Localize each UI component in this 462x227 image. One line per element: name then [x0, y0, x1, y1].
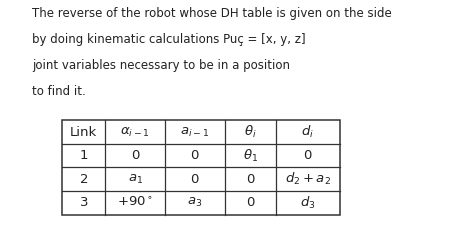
Text: 0: 0	[246, 173, 255, 186]
Text: $+90^\circ$: $+90^\circ$	[117, 196, 153, 209]
Text: joint variables necessary to be in a position: joint variables necessary to be in a pos…	[32, 59, 290, 72]
Text: $d_i$: $d_i$	[301, 124, 314, 140]
Text: to find it.: to find it.	[32, 85, 86, 98]
Text: $a_{i-1}$: $a_{i-1}$	[180, 126, 209, 139]
Text: $a_3$: $a_3$	[187, 196, 202, 209]
Text: 0: 0	[246, 196, 255, 209]
Text: $\theta_i$: $\theta_i$	[244, 124, 256, 140]
Text: 0: 0	[131, 149, 140, 162]
Text: $\alpha_{i-1}$: $\alpha_{i-1}$	[120, 126, 150, 139]
Text: 1: 1	[79, 149, 88, 162]
Text: 0: 0	[190, 149, 199, 162]
Text: Link: Link	[70, 126, 97, 139]
Text: $\theta_1$: $\theta_1$	[243, 148, 258, 164]
Bar	[62, 120, 340, 215]
Text: The reverse of the robot whose DH table is given on the side: The reverse of the robot whose DH table …	[32, 7, 392, 20]
Text: 0: 0	[190, 173, 199, 186]
Text: 3: 3	[79, 196, 88, 209]
Text: $d_2+a_2$: $d_2+a_2$	[285, 171, 331, 187]
Text: 0: 0	[304, 149, 312, 162]
Text: $d_3$: $d_3$	[300, 195, 316, 211]
Text: $a_1$: $a_1$	[128, 173, 143, 186]
Text: by doing kinematic calculations Puç = [x, y, z]: by doing kinematic calculations Puç = [x…	[32, 33, 306, 46]
Text: 2: 2	[79, 173, 88, 186]
